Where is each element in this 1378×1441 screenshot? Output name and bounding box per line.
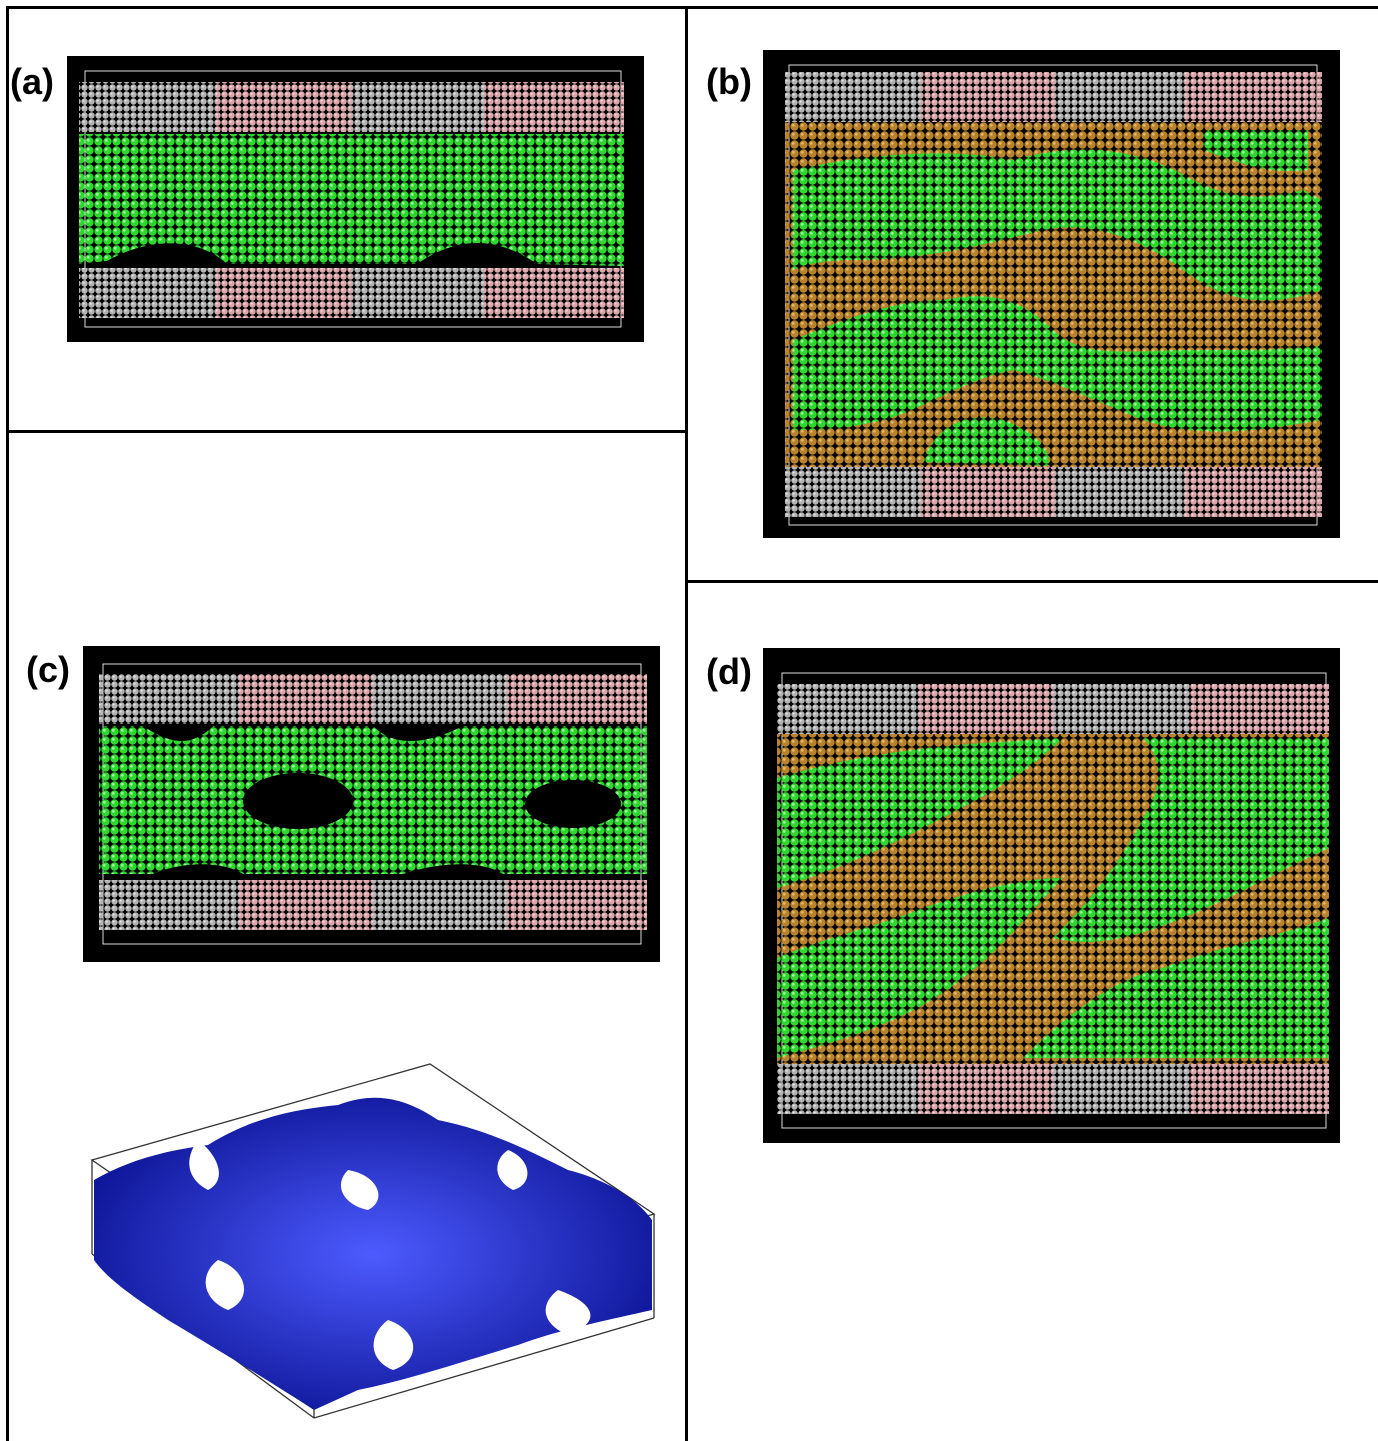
- panel-d-label: (d): [706, 651, 752, 692]
- panel-c-label: (c): [26, 649, 70, 690]
- frame-center-rule: [685, 6, 688, 1441]
- frame-top-rule: [8, 6, 1378, 9]
- panel-a-label: (a): [10, 61, 54, 102]
- panel-c-isosurface-image: [90, 1063, 656, 1419]
- panel-b-label: (b): [706, 61, 752, 102]
- frame-right-mid-rule: [686, 580, 1378, 583]
- panel-b-simulation-image: [763, 50, 1340, 538]
- frame-left-rule: [6, 6, 9, 1441]
- panel-c-simulation-image: [83, 646, 660, 962]
- panel-a-simulation-image: [67, 56, 644, 342]
- frame-left-mid-rule: [6, 430, 688, 433]
- panel-d-simulation-image: [763, 648, 1340, 1143]
